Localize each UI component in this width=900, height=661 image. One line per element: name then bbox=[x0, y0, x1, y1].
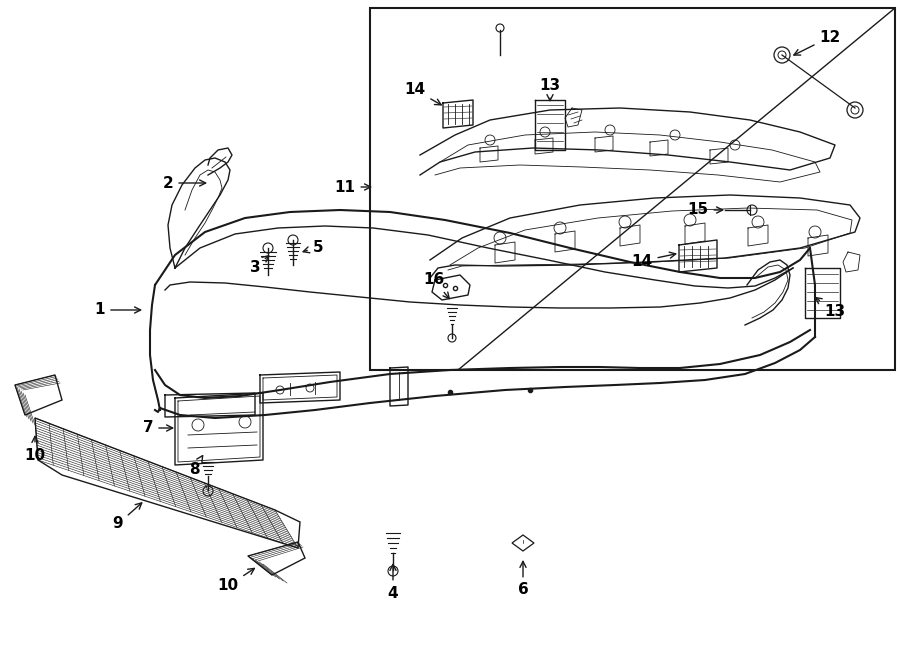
Text: 13: 13 bbox=[815, 297, 846, 319]
Text: 3: 3 bbox=[249, 256, 269, 274]
Text: 14: 14 bbox=[404, 83, 441, 105]
Text: 10: 10 bbox=[218, 568, 255, 594]
Text: 8: 8 bbox=[189, 455, 202, 477]
Text: 5: 5 bbox=[303, 239, 323, 254]
Text: 1: 1 bbox=[94, 303, 140, 317]
Text: 11: 11 bbox=[335, 180, 371, 194]
Text: 2: 2 bbox=[163, 176, 206, 190]
Text: 7: 7 bbox=[143, 420, 173, 436]
Text: 14: 14 bbox=[632, 252, 676, 268]
Text: 9: 9 bbox=[112, 503, 142, 531]
Text: 13: 13 bbox=[539, 77, 561, 100]
Text: 15: 15 bbox=[688, 202, 723, 217]
Text: 12: 12 bbox=[794, 30, 841, 55]
Text: 16: 16 bbox=[423, 272, 449, 299]
Text: 4: 4 bbox=[388, 564, 399, 600]
Text: 6: 6 bbox=[518, 561, 528, 598]
Text: 10: 10 bbox=[24, 436, 46, 463]
Bar bbox=[370, 8, 895, 370]
